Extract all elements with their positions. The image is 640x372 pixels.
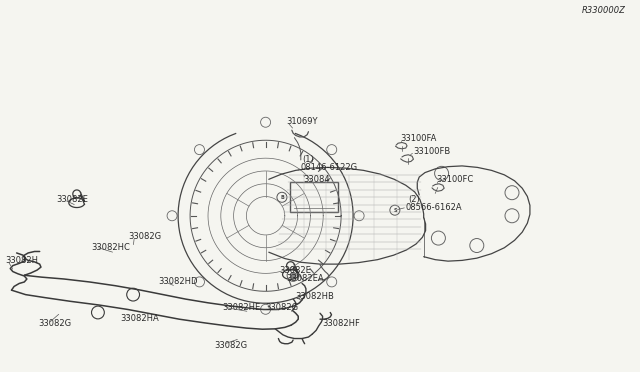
Text: 33082E: 33082E bbox=[279, 266, 311, 275]
Text: 33082HA: 33082HA bbox=[120, 314, 159, 323]
Circle shape bbox=[290, 272, 296, 278]
Text: 08146-6122G: 08146-6122G bbox=[301, 163, 358, 172]
Text: 33084: 33084 bbox=[303, 175, 330, 184]
Text: 33100FC: 33100FC bbox=[436, 175, 473, 184]
Text: 33100FB: 33100FB bbox=[413, 147, 451, 156]
Text: (1): (1) bbox=[302, 155, 314, 164]
Text: 33082G: 33082G bbox=[266, 303, 299, 312]
Text: 33082HB: 33082HB bbox=[296, 292, 335, 301]
Text: 33082G: 33082G bbox=[214, 341, 248, 350]
Text: 33082G: 33082G bbox=[128, 232, 161, 241]
Text: 33082G: 33082G bbox=[38, 319, 72, 328]
Text: B: B bbox=[280, 195, 284, 200]
Text: 33082HE: 33082HE bbox=[223, 303, 261, 312]
Text: 33082EA: 33082EA bbox=[287, 274, 324, 283]
Text: 33082E: 33082E bbox=[56, 195, 88, 204]
Text: 08566-6162A: 08566-6162A bbox=[406, 203, 462, 212]
Text: (2): (2) bbox=[408, 195, 420, 204]
Text: 33082HD: 33082HD bbox=[159, 278, 198, 286]
Text: 31069Y: 31069Y bbox=[286, 117, 317, 126]
Text: 33082HF: 33082HF bbox=[323, 319, 360, 328]
Text: S: S bbox=[393, 208, 397, 213]
Text: 33100FA: 33100FA bbox=[400, 134, 436, 143]
Text: 33082HC: 33082HC bbox=[91, 243, 130, 251]
Text: R330000Z: R330000Z bbox=[582, 6, 626, 15]
Text: 33082H: 33082H bbox=[5, 256, 38, 265]
